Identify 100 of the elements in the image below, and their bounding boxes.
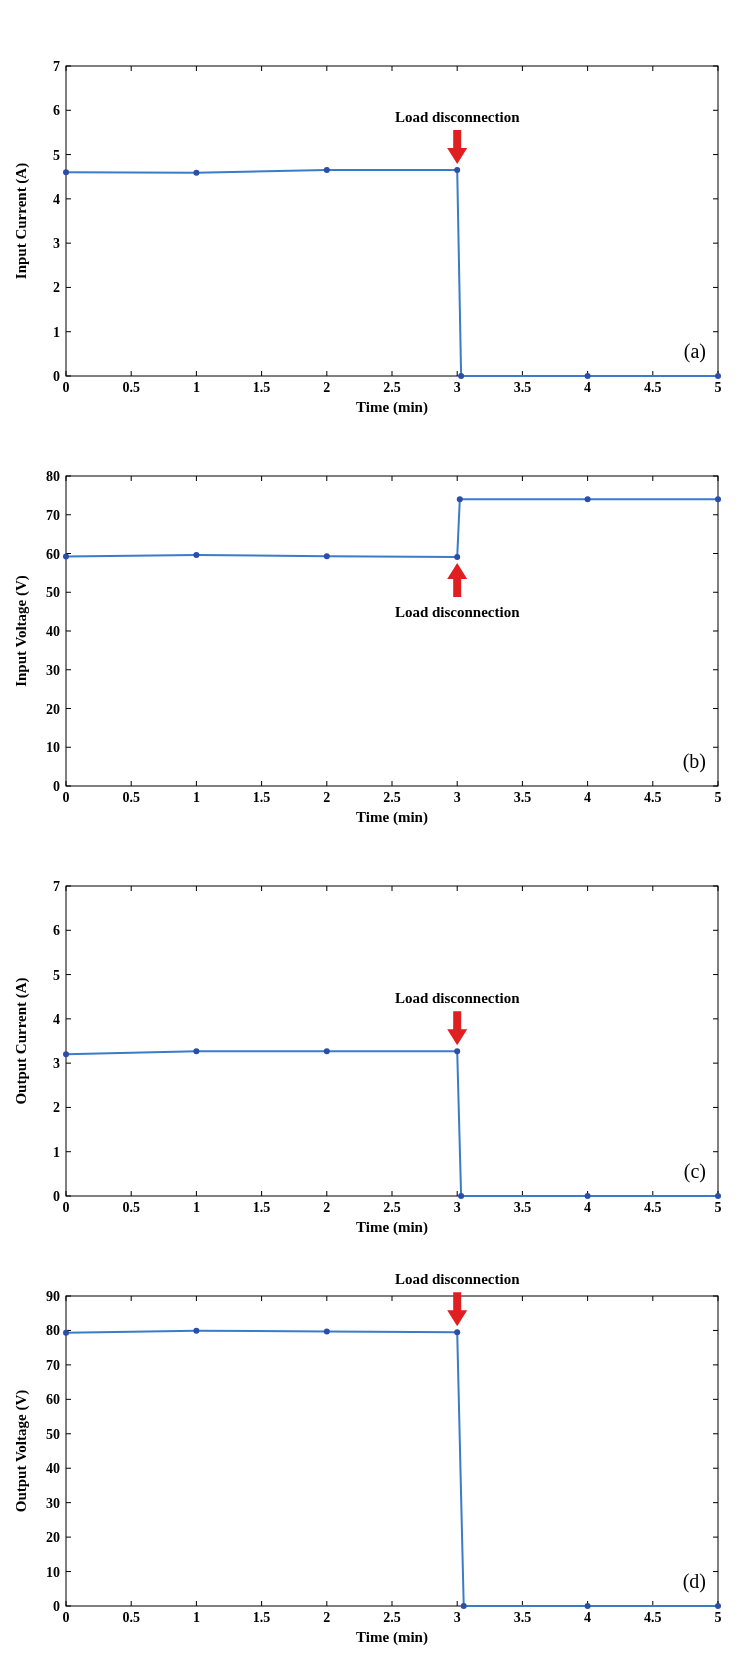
y-tick-label: 6 [53, 103, 60, 119]
y-tick-label: 6 [53, 923, 60, 939]
y-tick-label: 5 [53, 147, 60, 163]
y-axis-title: Input Current (A) [13, 162, 30, 280]
x-tick-label: 3 [453, 1610, 461, 1625]
x-tick-label: 3 [453, 790, 461, 805]
y-axis-title: Output Current (A) [13, 977, 30, 1105]
y-tick-label: 40 [46, 1461, 60, 1477]
point [323, 1328, 330, 1335]
x-tick-label: 0.5 [122, 1610, 140, 1625]
x-tick-label: 5 [714, 380, 722, 395]
y-tick-label: 5 [53, 967, 60, 983]
y-tick-label: 0 [53, 369, 60, 384]
point [584, 496, 591, 503]
x-tick-label: 1.5 [252, 1610, 271, 1625]
annotation: Load disconnection [394, 109, 521, 126]
y-tick-label: 80 [46, 1323, 60, 1339]
x-axis-title: Time (min) [356, 1219, 428, 1236]
x-tick-label: 1.5 [252, 1200, 271, 1215]
y-axis-title: Input Voltage (V) [13, 575, 30, 687]
x-tick-label: 5 [714, 790, 722, 805]
y-tick-label: 10 [46, 1564, 60, 1580]
x-tick-label: 2.5 [383, 1610, 401, 1625]
point [193, 169, 200, 176]
point [458, 1193, 465, 1199]
x-tick-label: 3.5 [513, 380, 532, 395]
x-tick-label: 0.5 [122, 790, 140, 805]
x-tick-label: 3 [453, 380, 461, 395]
x-tick-label: 4 [584, 1200, 592, 1215]
x-tick-label: 4.5 [644, 790, 662, 805]
point [63, 169, 69, 176]
x-tick-label: 1.5 [252, 790, 271, 805]
y-tick-label: 50 [46, 1426, 60, 1442]
x-tick-label: 4.5 [644, 380, 662, 395]
y-tick-label: 3 [53, 236, 60, 252]
text: Load disconnection [394, 1271, 521, 1288]
y-tick-label: 0 [53, 779, 60, 794]
point [456, 496, 463, 503]
y-tick-label: 1 [53, 1144, 60, 1160]
y-tick-label: 10 [46, 740, 60, 756]
x-axis-title: Time (min) [356, 1629, 428, 1646]
x-tick-label: 4.5 [644, 1610, 662, 1625]
x-tick-label: 4 [584, 380, 592, 395]
y-tick-label: 0 [53, 1599, 60, 1614]
x-tick-label: 4.5 [644, 1200, 662, 1215]
x-tick-label: 2 [323, 1610, 331, 1625]
y-tick-label: 2 [53, 280, 60, 296]
annotation: (b) [682, 750, 706, 773]
point [454, 1329, 461, 1336]
y-tick-label: 70 [46, 507, 60, 523]
point [63, 553, 69, 560]
annotation: (d) [682, 1570, 706, 1593]
annotation: Load disconnection [394, 603, 521, 620]
x-tick-label: 0.5 [122, 380, 140, 395]
y-tick-label: 3 [53, 1056, 60, 1072]
annotation: (a) [683, 340, 706, 363]
point [715, 496, 721, 503]
y-tick-label: 7 [53, 879, 60, 894]
x-tick-label: 0.5 [122, 1200, 140, 1215]
x-tick-label: 4 [584, 790, 592, 805]
point [193, 552, 200, 559]
annotation: (c) [683, 1160, 706, 1183]
y-tick-label: 60 [46, 546, 60, 562]
point [63, 1051, 69, 1058]
x-tick-label: 1 [192, 1610, 200, 1625]
x-tick-label: 2 [323, 1200, 331, 1215]
y-tick-label: 2 [53, 1100, 60, 1116]
y-tick-label: 30 [46, 1495, 60, 1511]
y-tick-label: 7 [53, 59, 60, 74]
y-axis-title: Output Voltage (V) [13, 1389, 30, 1513]
point [460, 1603, 467, 1609]
point [193, 1048, 200, 1055]
y-tick-label: 70 [46, 1357, 60, 1373]
x-axis-title: Time (min) [356, 809, 428, 826]
y-tick-label: 50 [46, 585, 60, 601]
x-tick-label: 3.5 [513, 1200, 532, 1215]
point [454, 553, 461, 560]
y-tick-label: 80 [46, 469, 60, 484]
x-tick-label: 5 [714, 1200, 722, 1215]
y-tick-label: 60 [46, 1392, 60, 1408]
x-tick-label: 1.5 [252, 380, 271, 395]
y-tick-label: 20 [46, 701, 60, 717]
point [63, 1329, 69, 1336]
x-tick-label: 2.5 [383, 380, 401, 395]
y-tick-label: 4 [53, 1011, 60, 1027]
x-tick-label: 2.5 [383, 790, 401, 805]
point [193, 1327, 200, 1334]
point [323, 553, 330, 560]
point [454, 167, 461, 174]
point [323, 167, 330, 174]
x-tick-label: 2 [323, 380, 331, 395]
point [323, 1048, 330, 1055]
x-tick-label: 5 [714, 1610, 722, 1625]
x-tick-label: 3 [453, 1200, 461, 1215]
x-tick-label: 3.5 [513, 790, 532, 805]
x-tick-label: 1 [192, 1200, 200, 1215]
y-tick-label: 90 [46, 1289, 60, 1304]
point [454, 1048, 461, 1055]
y-tick-label: 0 [53, 1189, 60, 1204]
y-tick-label: 4 [53, 191, 60, 207]
